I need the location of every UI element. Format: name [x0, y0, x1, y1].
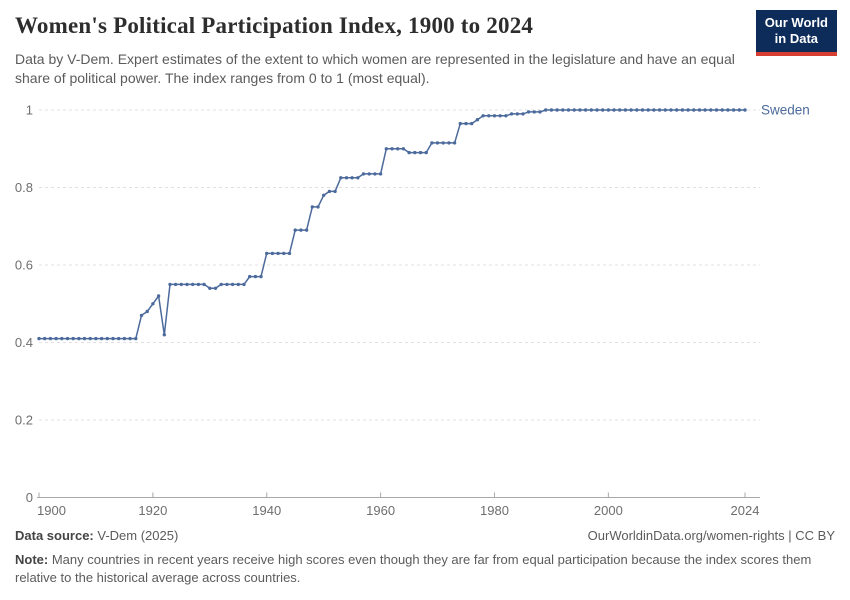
series-line [39, 109, 745, 340]
owid-url-link[interactable]: OurWorldinData.org/women-rights | CC BY [587, 528, 835, 543]
svg-text:2000: 2000 [594, 503, 623, 518]
entity-label: Sweden [761, 103, 810, 118]
owid-logo-text-line2: in Data [774, 31, 819, 47]
svg-text:1920: 1920 [138, 503, 167, 518]
svg-text:0.8: 0.8 [15, 180, 33, 195]
svg-text:1940: 1940 [252, 503, 281, 518]
chart-title: Women's Political Participation Index, 1… [15, 13, 534, 38]
series-data-points [37, 108, 747, 341]
svg-text:1900: 1900 [37, 503, 66, 518]
svg-text:0: 0 [26, 490, 33, 505]
data-source-text: Data source: V-Dem (2025) [15, 528, 178, 543]
svg-text:2024: 2024 [731, 503, 760, 518]
svg-text:1980: 1980 [480, 503, 509, 518]
x-axis-labels: 1900 1920 1940 1960 1980 2000 2024 [37, 503, 759, 518]
svg-text:0.4: 0.4 [15, 335, 33, 350]
owid-logo[interactable]: Our World in Data [755, 10, 837, 56]
y-axis-labels: 0 0.2 0.4 0.6 0.8 1 [15, 103, 33, 506]
svg-text:1960: 1960 [366, 503, 395, 518]
chart-subtitle: Data by V-Dem. Expert estimates of the e… [15, 51, 735, 86]
svg-text:0.6: 0.6 [15, 258, 33, 273]
svg-text:1: 1 [26, 103, 33, 118]
chart-plot-area: 0 0.2 0.4 0.6 0.8 1 1900 1920 1940 1960 1980 2000 20… [15, 103, 810, 519]
x-axis [37, 492, 760, 498]
note-label: Note: [15, 552, 49, 567]
data-source-value: V-Dem (2025) [93, 528, 179, 543]
svg-text:0.2: 0.2 [15, 413, 33, 428]
note-text: Many countries in recent years receive h… [15, 552, 812, 585]
owid-logo-text-line1: Our World [764, 15, 828, 30]
y-gridlines [39, 109, 760, 421]
footer-note: Note: Many countries in recent years rec… [15, 551, 823, 587]
svg-text:Sweden: Sweden [761, 103, 810, 118]
data-source-label: Data source: [15, 528, 94, 543]
